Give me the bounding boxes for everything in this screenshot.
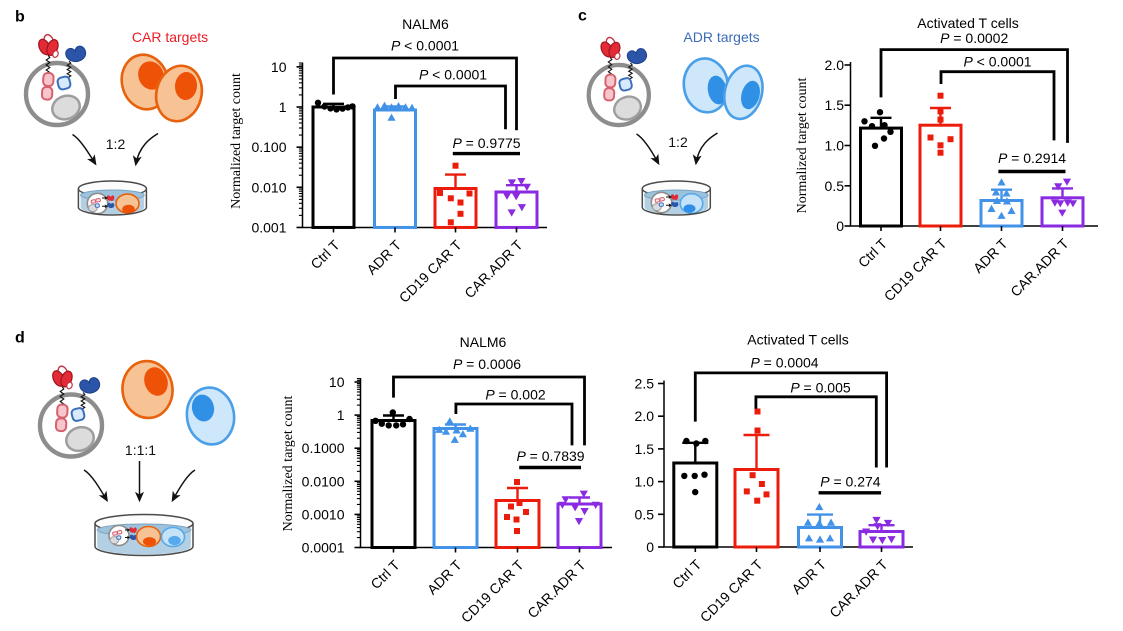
svg-text:0.5: 0.5 [635,506,655,522]
svg-text:1.0: 1.0 [825,138,845,154]
svg-text:1: 1 [337,407,345,423]
svg-text:1.5: 1.5 [825,97,845,113]
svg-text:0: 0 [646,539,654,555]
svg-text:ADR targets: ADR targets [683,29,759,45]
svg-text:b: b [15,9,25,26]
svg-text:1.0: 1.0 [635,474,655,490]
svg-text:Normalized target count: Normalized target count [229,73,244,209]
svg-text:1.5: 1.5 [635,441,655,457]
svg-text:d: d [15,330,25,347]
svg-text:1:2: 1:2 [668,134,688,150]
svg-text:2.5: 2.5 [635,376,655,392]
svg-text:c: c [578,8,587,25]
svg-text:P = 0.7839: P = 0.7839 [516,448,584,464]
svg-text:0.0100: 0.0100 [302,473,345,489]
svg-text:P = 0.005: P = 0.005 [790,380,851,396]
svg-text:0.1000: 0.1000 [302,440,345,456]
svg-text:Normalized target count: Normalized target count [281,395,296,531]
svg-text:0.0001: 0.0001 [302,540,345,556]
svg-text:P = 0.0004: P = 0.0004 [750,355,818,371]
svg-text:CAR targets: CAR targets [132,29,208,45]
svg-text:2.0: 2.0 [825,57,845,73]
svg-text:P < 0.0001: P < 0.0001 [419,67,487,83]
svg-text:P = 0.2914: P = 0.2914 [998,150,1066,166]
svg-text:1: 1 [279,99,287,115]
svg-text:P < 0.0001: P < 0.0001 [963,54,1031,70]
svg-text:Activated T cells: Activated T cells [917,15,1018,31]
svg-text:10: 10 [329,374,345,390]
svg-text:P < 0.0001: P < 0.0001 [391,38,459,54]
svg-text:0.5: 0.5 [825,178,845,194]
svg-text:P = 0.274: P = 0.274 [820,474,881,490]
svg-text:P = 0.0006: P = 0.0006 [453,356,521,372]
svg-text:0.0010: 0.0010 [302,506,345,522]
svg-text:0.001: 0.001 [251,219,286,235]
svg-text:P = 0.9775: P = 0.9775 [452,135,520,151]
svg-text:1:2: 1:2 [106,136,126,152]
svg-text:0.010: 0.010 [251,179,286,195]
svg-text:10: 10 [271,59,287,75]
svg-text:P = 0.0002: P = 0.0002 [940,30,1008,46]
svg-text:Activated T cells: Activated T cells [747,332,848,348]
svg-text:P = 0.002: P = 0.002 [485,387,546,403]
svg-text:1:1:1: 1:1:1 [125,442,156,458]
svg-text:2.0: 2.0 [635,408,655,424]
svg-text:NALM6: NALM6 [402,16,449,32]
svg-text:Normalized target count: Normalized target count [795,77,810,213]
svg-text:0.100: 0.100 [251,139,286,155]
svg-text:NALM6: NALM6 [460,334,507,350]
svg-text:0: 0 [836,218,844,234]
